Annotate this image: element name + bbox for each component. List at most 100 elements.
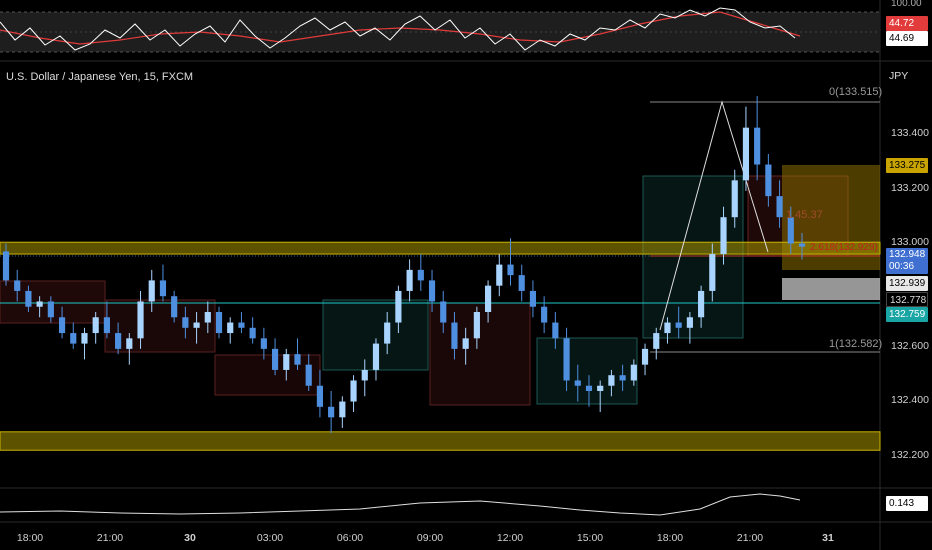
trend-arrow [659,100,769,331]
candle-body [428,280,436,302]
time-tick: 15:00 [576,532,604,544]
time-tick: 21:00 [96,532,124,544]
candle-body [204,312,211,323]
candle-body [137,301,144,339]
last-price-value: 132.948 [889,249,926,260]
candle-body [260,338,267,349]
candle-body [305,364,312,386]
bar-countdown: 00:36 [889,261,915,272]
rsi-white-tag: 44.69 [886,31,928,46]
candle-body [787,217,794,244]
price-tag-level-3: 132.759 [886,307,928,322]
time-tick: 06:00 [336,532,364,544]
candle-body [271,348,279,370]
candle-body [171,296,178,318]
candle-body [664,322,671,334]
candle-body [754,127,761,165]
candle-body [641,348,649,365]
candle-body [227,322,234,334]
candle-body [597,385,604,391]
candles-group [2,96,806,434]
candle-body [518,275,525,291]
zone-box-red [214,354,321,396]
candle-body [148,280,155,302]
candle-body [731,180,738,218]
oscillator-line [0,493,801,516]
candle-body [630,364,637,381]
candle-body [283,354,290,370]
candle-body [193,322,200,328]
candle-body [473,312,480,339]
candle-body [81,333,88,344]
time-tick: 12:00 [496,532,524,544]
candle-body [238,322,245,328]
time-tick: 18:00 [16,532,44,544]
price-tag-level-2: 132.778 [886,292,928,307]
candle-body [361,369,368,381]
fib-small-label: 1.45.37 [786,209,823,221]
rsi-red-tag: 44.72 [886,16,928,31]
candle-body [507,264,514,276]
price-tick: 132.400 [891,394,929,406]
osc-value-tag: 0.143 [886,496,928,511]
candle-body [159,280,167,297]
price-tick: 132.200 [891,449,929,461]
time-tick: 21:00 [736,532,764,544]
rsi-slow-line [0,11,801,45]
candle-body [339,401,346,418]
candle-body [541,306,548,323]
candle-body [294,354,301,365]
candle-body [406,269,413,291]
price-tick: 133.400 [891,127,929,139]
stop-zone [782,278,880,300]
candle-body [2,251,10,281]
rsi-fast-line [0,7,796,51]
candle-body [47,301,54,318]
candle-body [485,285,492,312]
candle-body [182,317,189,328]
price-tag-mid: 132.939 [886,276,928,291]
candle-body [372,343,380,370]
candle-body [776,196,783,218]
candle-body [686,317,693,328]
candle-body [698,290,705,318]
candle-body [103,317,110,334]
price-tick: 133.200 [891,182,929,194]
time-tick: 03:00 [256,532,284,544]
candle-body [36,301,43,307]
candle-body [619,375,626,381]
time-tick: 18:00 [656,532,684,544]
candle-body [70,333,77,344]
candle-body [440,301,447,323]
candle-body [529,290,537,307]
fib-top-label: 0(133.515) [829,86,883,98]
candle-body [58,317,66,334]
candle-body [574,380,581,386]
price-tag-target: 133.275 [886,158,928,173]
price-tick: 132.600 [891,340,929,352]
time-tick: 30 [184,532,196,544]
candle-body [395,290,402,323]
candle-body [765,164,772,197]
candle-body [653,333,660,349]
chart-title: U.S. Dollar / Japanese Yen, 15, FXCM [6,71,194,83]
time-tick: 31 [822,532,834,544]
candle-body [563,338,570,381]
candle-body [249,327,256,339]
time-tick: 09:00 [416,532,444,544]
candle-body [720,217,727,255]
candle-body [742,127,750,181]
candle-body [25,290,32,307]
candle-body [451,322,458,349]
candle-body [709,254,716,291]
candle-body [798,243,806,247]
rsi-top-tick: 100.00 [891,0,922,9]
candle-body [115,333,122,349]
candle-body [552,322,559,339]
fib-red-label: 2.618(132.929) [810,242,878,253]
candle-body [316,385,323,407]
candle-body [215,312,223,334]
fib-bottom-label: 1(132.582) [829,338,883,350]
candle-body [14,280,21,291]
